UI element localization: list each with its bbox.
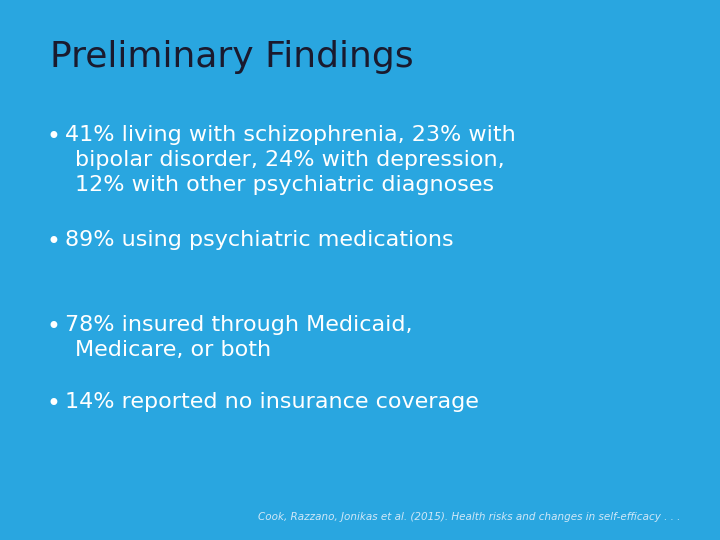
Text: •: • [46, 392, 60, 416]
Text: •: • [46, 230, 60, 254]
Text: •: • [46, 125, 60, 149]
Text: 89% using psychiatric medications: 89% using psychiatric medications [65, 230, 454, 250]
Text: 41% living with schizophrenia, 23% with: 41% living with schizophrenia, 23% with [65, 125, 516, 145]
Text: Preliminary Findings: Preliminary Findings [50, 40, 413, 74]
Text: Cook, Razzano, Jonikas et al. (2015). Health risks and changes in self-efficacy : Cook, Razzano, Jonikas et al. (2015). He… [258, 512, 680, 522]
Text: 78% insured through Medicaid,: 78% insured through Medicaid, [65, 315, 413, 335]
Text: 12% with other psychiatric diagnoses: 12% with other psychiatric diagnoses [75, 174, 494, 194]
Text: Medicare, or both: Medicare, or both [75, 340, 271, 360]
Text: 14% reported no insurance coverage: 14% reported no insurance coverage [65, 392, 479, 412]
Text: bipolar disorder, 24% with depression,: bipolar disorder, 24% with depression, [75, 150, 505, 170]
Text: •: • [46, 315, 60, 339]
